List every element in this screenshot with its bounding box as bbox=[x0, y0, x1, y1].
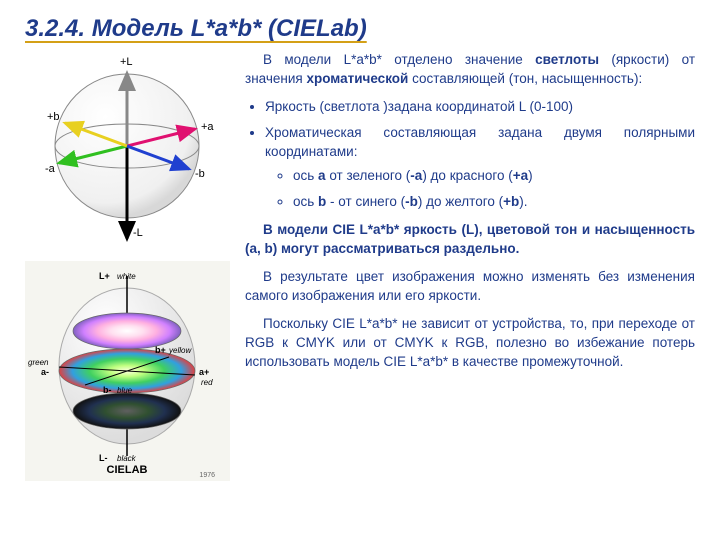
svg-text:black: black bbox=[117, 454, 137, 463]
label-plus-b: +b bbox=[47, 111, 60, 123]
svg-text:green: green bbox=[28, 358, 49, 367]
svg-text:yellow: yellow bbox=[168, 346, 192, 355]
label-minus-b: -b bbox=[195, 168, 205, 180]
label-minus-l: -L bbox=[133, 227, 143, 239]
para-3: В результате цвет изображения можно изме… bbox=[245, 268, 695, 306]
cielab-sliced-diagram: L+ white L- black green a- a+ red b- blu… bbox=[25, 261, 230, 481]
svg-text:red: red bbox=[201, 378, 213, 387]
svg-text:a+: a+ bbox=[199, 367, 209, 377]
diagrams-column: +L -L +a -a +b -b bbox=[25, 51, 230, 481]
label-plus-l: +L bbox=[120, 56, 133, 68]
svg-text:1976: 1976 bbox=[199, 472, 215, 479]
svg-text:b-: b- bbox=[103, 385, 112, 395]
bullet-1: Яркость (светлота )задана координатой L … bbox=[265, 98, 695, 117]
svg-text:b+: b+ bbox=[155, 345, 166, 355]
bullet-2b: ось b - от синего (-b) до желтого (+b). bbox=[293, 193, 695, 212]
svg-text:CIELAB: CIELAB bbox=[107, 464, 148, 476]
bullet-list: Яркость (светлота )задана координатой L … bbox=[245, 98, 695, 212]
para-4: Поскольку CIE L*a*b* не зависит от устро… bbox=[245, 315, 695, 372]
bullet-2a: ось a от зеленого (-a) до красного (+a) bbox=[293, 167, 695, 186]
bullet-2: Хроматическая составляющая задана двумя … bbox=[265, 124, 695, 213]
label-minus-a: -a bbox=[45, 163, 55, 175]
slide-title: 3.2.4. Модель L*a*b* (CIELab) bbox=[25, 15, 695, 43]
para-2: В модели CIE L*a*b* яркость (L), цветово… bbox=[245, 221, 695, 259]
svg-text:white: white bbox=[117, 272, 136, 281]
svg-text:L+: L+ bbox=[99, 271, 110, 281]
text-column: В модели L*a*b* отделено значение светло… bbox=[245, 51, 695, 481]
svg-text:blue: blue bbox=[117, 386, 133, 395]
svg-text:a-: a- bbox=[41, 367, 49, 377]
para-1: В модели L*a*b* отделено значение светло… bbox=[245, 51, 695, 89]
svg-text:L-: L- bbox=[99, 453, 108, 463]
lab-sphere-diagram: +L -L +a -a +b -b bbox=[25, 51, 230, 251]
label-plus-a: +a bbox=[201, 121, 214, 133]
